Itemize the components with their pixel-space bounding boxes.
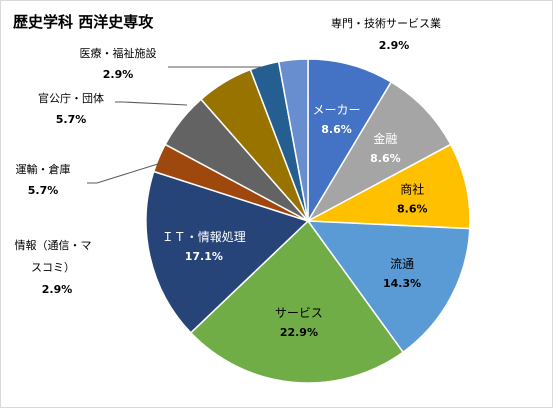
slice-value-金融: 8.6%: [370, 152, 401, 165]
slice-label-サービス: サービス: [275, 306, 323, 320]
slice-label-情報-通信-マスコミ--line1: 情報（通信・マ: [15, 239, 92, 252]
slice-label-医療-福祉施設: 医療・福祉施設: [80, 46, 157, 60]
slice-label-運輸-倉庫: 運輸・倉庫: [16, 162, 71, 176]
leader-lines: [87, 66, 263, 184]
pie-slices: [145, 58, 471, 384]
pie-slice-金融: [305, 80, 452, 223]
slice-value-商社: 8.6%: [397, 202, 428, 215]
slice-value-医療-福祉施設: 2.9%: [103, 68, 134, 81]
slice-label-情報-通信-マスコミ--line2: スコミ）: [31, 261, 75, 274]
slice-value-官公庁-団体: 5.7%: [56, 113, 87, 126]
slice-value-ＩＴ-情報処理: 17.1%: [185, 250, 223, 263]
slice-label-メーカー: メーカー: [312, 103, 360, 117]
pie-slice-商社: [305, 143, 471, 230]
pie-slice-専門-技術サービス業: [277, 58, 309, 222]
pie-slice-サービス: [189, 219, 405, 384]
pie-slice-ＩＴ-情報処理: [145, 170, 310, 334]
slice-value-メーカー: 8.6%: [321, 123, 352, 136]
leader-line-運輸-倉庫: [87, 162, 162, 184]
slice-label-専門-技術サービス業: 専門・技術サービス業: [331, 17, 441, 30]
slice-value-サービス: 22.9%: [280, 326, 318, 339]
slice-label-流通: 流通: [390, 257, 414, 271]
slice-label-金融: 金融: [373, 131, 397, 146]
slice-label-官公庁-団体: 官公庁・団体: [38, 91, 104, 105]
slice-value-流通: 14.3%: [383, 277, 421, 290]
slice-label-ＩＴ-情報処理: ＩＴ・情報処理: [162, 230, 246, 244]
chart-title: 歴史学科 西洋史専攻: [13, 13, 154, 31]
leader-line-官公庁-団体: [115, 101, 188, 106]
slice-value-専門-技術サービス業: 2.9%: [379, 39, 410, 52]
slice-value-運輸-倉庫: 5.7%: [28, 184, 59, 197]
slice-label-商社: 商社: [400, 181, 424, 196]
slice-labels: メーカー 8.6% 金融 8.6% 商社 8.6% 流通 14.3% サービス 22.9% ＩＴ・情…: [15, 17, 442, 339]
slice-value-情報-通信-マスコミ-: 2.9%: [42, 283, 73, 296]
pie-slice-流通: [306, 220, 471, 354]
pie-slice-メーカー: [307, 58, 393, 224]
